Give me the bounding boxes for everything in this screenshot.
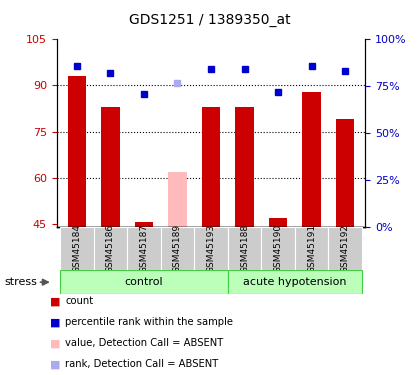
Text: ■: ■ — [50, 296, 61, 306]
Bar — [235, 107, 254, 227]
Bar — [168, 171, 187, 227]
Text: rank, Detection Call = ABSENT: rank, Detection Call = ABSENT — [65, 359, 218, 369]
Text: stress: stress — [4, 277, 37, 287]
Text: ■: ■ — [50, 317, 61, 327]
Bar — [261, 227, 295, 270]
Text: GSM45186: GSM45186 — [106, 224, 115, 273]
Text: GDS1251 / 1389350_at: GDS1251 / 1389350_at — [129, 13, 291, 27]
Text: GSM45190: GSM45190 — [274, 224, 283, 273]
Bar — [295, 227, 328, 270]
Text: GSM45188: GSM45188 — [240, 224, 249, 273]
Bar — [194, 227, 228, 270]
Text: value, Detection Call = ABSENT: value, Detection Call = ABSENT — [65, 338, 223, 348]
Bar — [302, 92, 321, 227]
Bar — [202, 107, 220, 227]
Text: ■: ■ — [50, 338, 61, 348]
Bar — [161, 227, 194, 270]
Bar — [94, 227, 127, 270]
Text: GSM45193: GSM45193 — [207, 224, 215, 273]
Text: control: control — [125, 277, 163, 287]
Text: GSM45189: GSM45189 — [173, 224, 182, 273]
Bar — [135, 222, 153, 227]
Bar — [228, 227, 261, 270]
Bar — [336, 119, 354, 227]
Text: GSM45191: GSM45191 — [307, 224, 316, 273]
Text: count: count — [65, 296, 93, 306]
Bar — [328, 227, 362, 270]
Text: ■: ■ — [50, 359, 61, 369]
Text: GSM45187: GSM45187 — [139, 224, 148, 273]
Bar — [60, 227, 94, 270]
Text: percentile rank within the sample: percentile rank within the sample — [65, 317, 233, 327]
Bar — [60, 270, 228, 294]
Bar — [101, 107, 120, 227]
Text: acute hypotension: acute hypotension — [243, 277, 346, 287]
Text: GSM45192: GSM45192 — [341, 224, 350, 273]
Text: GSM45184: GSM45184 — [72, 224, 81, 273]
Bar — [68, 76, 86, 227]
Bar — [228, 270, 362, 294]
Bar — [269, 217, 287, 227]
Bar — [127, 227, 161, 270]
